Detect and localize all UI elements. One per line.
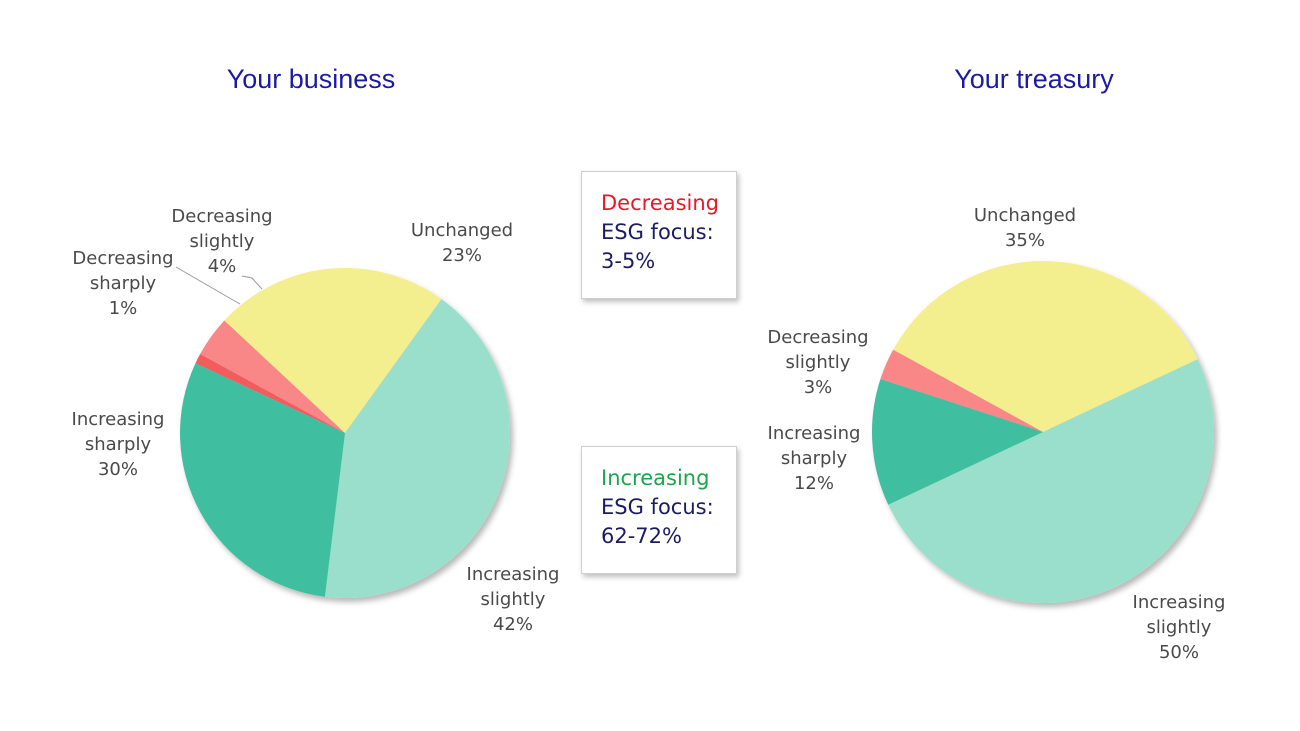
label-business-decreasing-slightly: Decreasing slightly 4% xyxy=(171,206,273,277)
pie-slice-decreasing-slightly xyxy=(200,320,345,433)
pie-slice-increasing-slightly xyxy=(888,359,1215,604)
label-business-increasing-sharply: Increasing sharply 30% xyxy=(71,409,165,480)
leader-line-decreasing-sharply xyxy=(175,266,241,305)
chart-title-treasury: Your treasury xyxy=(954,64,1114,94)
pie-slice-increasing-sharply xyxy=(871,379,1043,505)
label-treasury-increasing-slightly: Increasing slightly 50% xyxy=(1132,592,1226,663)
pie-slice-increasing-sharply xyxy=(180,363,345,597)
pie-slice-unchanged xyxy=(224,267,442,433)
callout-decreasing-highlight: Decreasing xyxy=(601,191,720,215)
pie-slice-unchanged xyxy=(893,260,1198,432)
callout-increasing-range: 62-72% xyxy=(601,524,682,548)
pie-treasury xyxy=(871,260,1215,604)
pie-slice-decreasing-sharply xyxy=(195,354,345,433)
label-treasury-decreasing-slightly: Decreasing slightly 3% xyxy=(767,327,869,398)
label-business-decreasing-sharply: Decreasing sharply 1% xyxy=(72,248,174,319)
leader-line-decreasing-slightly xyxy=(241,275,263,290)
callout-increasing-highlight: Increasing xyxy=(601,466,710,490)
callout-decreasing-esg: Decreasing ESG focus: 3-5% xyxy=(581,171,737,299)
callout-decreasing-range: 3-5% xyxy=(601,249,656,273)
pie-business xyxy=(180,267,511,599)
label-treasury-increasing-sharply: Increasing sharply 12% xyxy=(767,423,861,494)
label-business-unchanged: Unchanged 23% xyxy=(410,220,514,266)
callout-increasing-esg: Increasing ESG focus: 62-72% xyxy=(581,446,737,574)
label-business-increasing-slightly: Increasing slightly 42% xyxy=(466,564,560,635)
chart-title-business: Your business xyxy=(226,64,396,94)
pie-slice-decreasing-slightly xyxy=(880,349,1043,432)
pie-slice-increasing-slightly xyxy=(324,299,511,599)
callout-decreasing-line2: ESG focus: xyxy=(601,220,714,244)
label-treasury-unchanged: Unchanged 35% xyxy=(973,205,1077,251)
callout-increasing-line2: ESG focus: xyxy=(601,495,714,519)
